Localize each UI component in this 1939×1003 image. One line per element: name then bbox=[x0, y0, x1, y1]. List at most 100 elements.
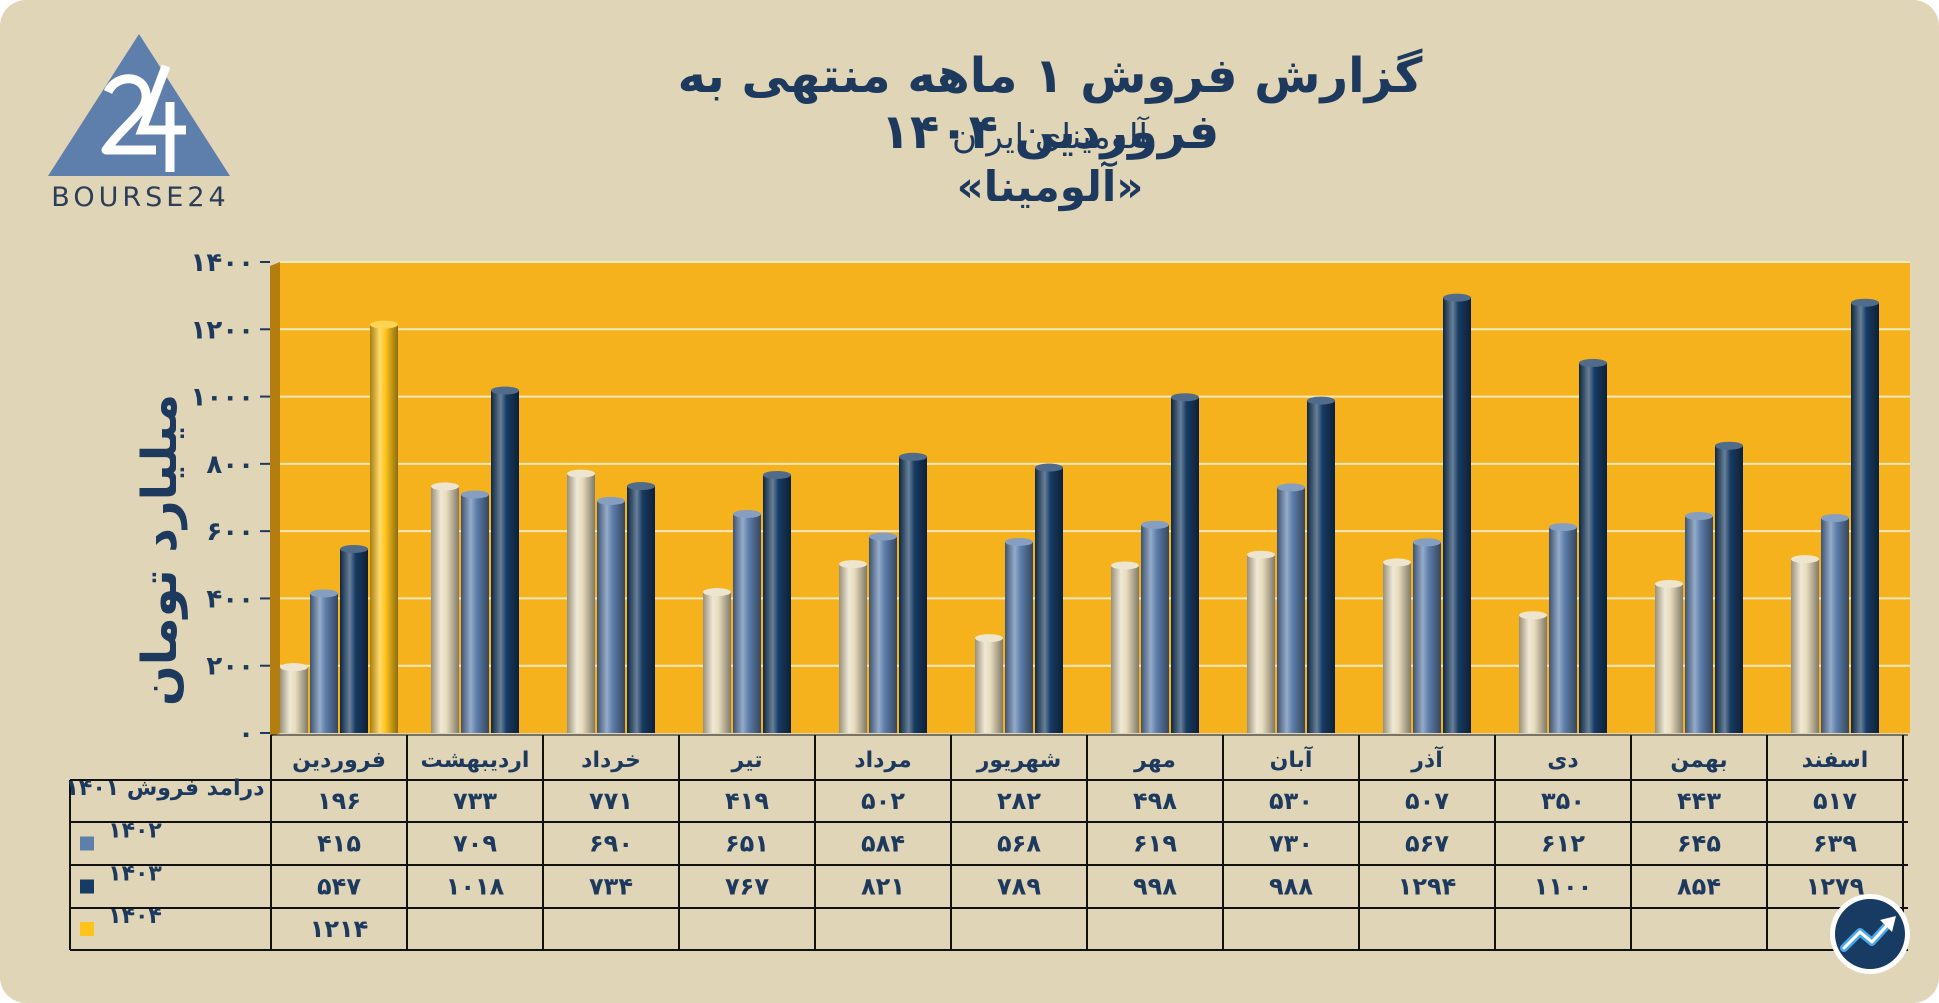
bar bbox=[597, 500, 625, 733]
data-label: ۴۱۵ bbox=[317, 830, 361, 858]
bar bbox=[1307, 400, 1335, 733]
data-label: ۴۹۸ bbox=[1133, 787, 1177, 815]
data-label: ۱۲۱۴ bbox=[310, 915, 369, 943]
bar bbox=[461, 494, 489, 733]
bar-top bbox=[1443, 293, 1471, 302]
bar bbox=[370, 324, 398, 733]
category-label: مهر bbox=[1133, 748, 1176, 773]
bar-top bbox=[310, 589, 338, 598]
bar-top bbox=[370, 320, 398, 329]
data-label: ۷۶۷ bbox=[725, 873, 769, 901]
data-label: ۱۲۷۹ bbox=[1806, 873, 1865, 901]
data-label: ۸۵۴ bbox=[1677, 873, 1721, 901]
bar bbox=[839, 564, 867, 733]
bar bbox=[1383, 562, 1411, 733]
category-label: فروردین bbox=[292, 748, 386, 773]
data-label: ۴۱۹ bbox=[725, 787, 769, 815]
y-tick-label: ۴۰۰ bbox=[206, 584, 254, 614]
logo-text: BOURSE24 bbox=[51, 182, 230, 213]
data-label: ۷۳۴ bbox=[589, 873, 633, 901]
bar bbox=[733, 513, 761, 733]
category-label: مرداد bbox=[854, 748, 911, 773]
bar-top bbox=[597, 496, 625, 505]
bar bbox=[1685, 516, 1713, 733]
data-label: ۵۶۸ bbox=[997, 830, 1041, 858]
chart-title: گزارش فروش ۱ ماهه منتهی به فروردین ۱۴۰۴ bbox=[677, 48, 1423, 160]
bar-top bbox=[1715, 441, 1743, 450]
bar-top bbox=[763, 470, 791, 479]
series-name: درامد فروش ۱۴۰۱ bbox=[66, 776, 265, 801]
plot-side-wall bbox=[270, 262, 280, 737]
trend-badge-icon bbox=[1830, 894, 1910, 974]
bar bbox=[1579, 362, 1607, 733]
y-tick-label: ۱۰۰۰ bbox=[191, 383, 254, 413]
bar bbox=[1851, 302, 1879, 733]
data-label: ۵۶۷ bbox=[1405, 830, 1449, 858]
data-label: ۶۱۲ bbox=[1541, 830, 1585, 858]
bar-top bbox=[461, 490, 489, 499]
series-name: ۱۴۰۲ bbox=[108, 819, 162, 844]
bar bbox=[280, 667, 308, 733]
legend-swatch bbox=[80, 836, 94, 851]
bar-top bbox=[1383, 558, 1411, 567]
category-label: بهمن bbox=[1670, 748, 1727, 773]
chart-subtitle: آلومینای ایران bbox=[952, 117, 1148, 157]
bar bbox=[1519, 615, 1547, 733]
bar bbox=[1111, 565, 1139, 733]
bar-top bbox=[1851, 298, 1879, 307]
bar bbox=[1413, 542, 1441, 733]
bar bbox=[1247, 554, 1275, 733]
category-label: آذر bbox=[1410, 745, 1443, 773]
y-tick-label: ۸۰۰ bbox=[206, 450, 254, 480]
bar-top bbox=[1171, 393, 1199, 402]
bar-top bbox=[1141, 520, 1169, 529]
category-label: خرداد bbox=[581, 748, 641, 773]
bar-top bbox=[1579, 358, 1607, 367]
data-label: ۵۸۴ bbox=[861, 830, 905, 858]
data-label: ۵۱۷ bbox=[1813, 787, 1857, 815]
data-label: ۵۰۷ bbox=[1405, 787, 1449, 815]
bar bbox=[340, 548, 368, 733]
bar-top bbox=[1549, 523, 1577, 532]
data-label: ۶۱۹ bbox=[1133, 830, 1177, 858]
bar-top bbox=[1307, 396, 1335, 405]
data-label: ۷۸۹ bbox=[997, 873, 1041, 901]
category-label: آبان bbox=[1270, 745, 1313, 773]
series-name: ۱۴۰۴ bbox=[108, 904, 162, 929]
bar-top bbox=[1277, 483, 1305, 492]
bar bbox=[1443, 297, 1471, 733]
bar bbox=[1141, 524, 1169, 733]
category-label: تیر bbox=[731, 748, 763, 773]
bar-top bbox=[340, 544, 368, 553]
bar bbox=[1655, 583, 1683, 733]
bar-top bbox=[703, 588, 731, 597]
data-label: ۴۴۳ bbox=[1677, 787, 1721, 815]
bar-top bbox=[1005, 537, 1033, 546]
bar-top bbox=[1791, 555, 1819, 564]
bar bbox=[869, 536, 897, 733]
data-label: ۹۹۸ bbox=[1133, 873, 1177, 901]
bar bbox=[1035, 467, 1063, 733]
bar-top bbox=[567, 469, 595, 478]
series-name: ۱۴۰۳ bbox=[108, 862, 162, 887]
data-label: ۸۲۱ bbox=[861, 873, 905, 901]
bar-top bbox=[733, 509, 761, 518]
y-tick-label: ۱۴۰۰ bbox=[191, 248, 254, 278]
bar bbox=[1549, 527, 1577, 733]
bar-top bbox=[975, 634, 1003, 643]
bar bbox=[627, 486, 655, 733]
y-tick-label: ۲۰۰ bbox=[206, 652, 254, 682]
bar-top bbox=[280, 663, 308, 672]
bar-top bbox=[839, 560, 867, 569]
data-label: ۱۲۹۴ bbox=[1398, 873, 1457, 901]
bar-top bbox=[1685, 512, 1713, 521]
bar-top bbox=[899, 452, 927, 461]
bar bbox=[1715, 445, 1743, 733]
bar-top bbox=[1247, 550, 1275, 559]
category-label: شهریور bbox=[976, 748, 1062, 773]
data-label: ۶۳۹ bbox=[1813, 830, 1857, 858]
bar-top bbox=[1519, 611, 1547, 620]
data-label: ۱۰۱۸ bbox=[446, 873, 505, 901]
bar-top bbox=[627, 482, 655, 491]
